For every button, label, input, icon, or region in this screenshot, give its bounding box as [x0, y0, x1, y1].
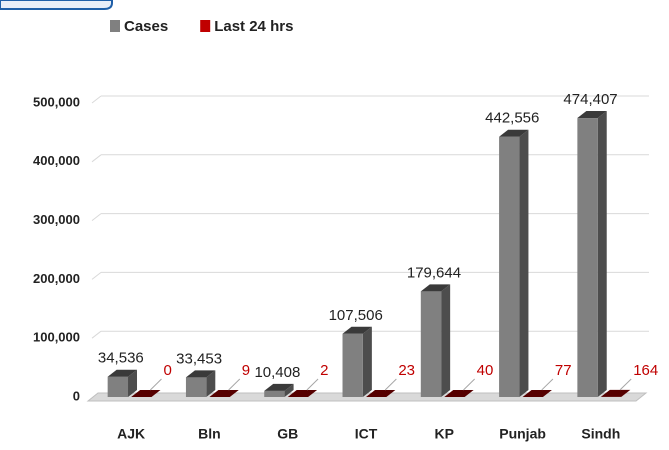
leader-line [384, 378, 397, 391]
leader-line [541, 378, 554, 391]
bar-front [420, 291, 442, 397]
bar-top [209, 389, 239, 397]
leader-line [463, 378, 475, 391]
value-label: 179,644 [407, 264, 461, 281]
value-label: 0 [163, 362, 171, 379]
value-label: 9 [242, 362, 250, 379]
bar-top [131, 390, 161, 397]
bar-top [499, 129, 529, 137]
value-label: 107,506 [329, 307, 383, 324]
grid-line [91, 213, 102, 221]
leader-line [228, 378, 241, 391]
header-fragment [0, 0, 113, 10]
bar [499, 129, 529, 397]
value-label: 77 [555, 362, 572, 379]
x-tick-label: KP [435, 426, 454, 442]
bar [420, 284, 451, 397]
value-label: 442,556 [485, 110, 539, 127]
value-label: 474,407 [563, 91, 617, 108]
bar-side [597, 111, 607, 398]
bar [342, 326, 372, 397]
x-tick-label: GB [277, 426, 298, 442]
bar-top [185, 370, 216, 378]
value-label: 34,536 [98, 350, 144, 367]
x-tick-label: Bln [198, 426, 221, 442]
bar-front [342, 333, 363, 397]
bar [444, 389, 474, 397]
leader-line [306, 378, 319, 391]
bar-side [441, 284, 451, 397]
bar-top [577, 111, 607, 119]
legend-label: Last 24 hrs [214, 18, 293, 35]
bar-side [206, 370, 216, 397]
value-label: 2 [320, 362, 328, 379]
bar-side [229, 389, 239, 397]
bar-side [386, 389, 396, 397]
bar-side [542, 389, 552, 397]
value-label: 40 [477, 362, 494, 379]
legend-swatch [200, 20, 211, 32]
y-tick-label: 500,000 [33, 94, 80, 109]
bar-front [499, 136, 520, 397]
bar-side [519, 129, 529, 397]
bar-top [444, 389, 474, 397]
legend-swatch [110, 20, 120, 32]
bar-side [362, 326, 372, 397]
bar [107, 369, 138, 397]
bar [522, 389, 552, 397]
grid-line [91, 95, 102, 104]
bar-front [577, 118, 598, 398]
y-tick-label: 300,000 [33, 212, 80, 227]
value-label: 164 [633, 362, 658, 379]
bar-side [464, 389, 474, 397]
bar-top [264, 383, 294, 391]
bar-top [600, 389, 631, 397]
y-tick-label: 200,000 [33, 271, 80, 286]
bar-side [128, 369, 138, 397]
bar [600, 389, 631, 397]
bar-front [107, 376, 129, 397]
leader-line [619, 378, 632, 391]
x-tick-label: Sindh [581, 426, 620, 442]
bar-top [522, 389, 552, 397]
bar-side [284, 383, 294, 397]
bar-side [308, 389, 318, 397]
grid-line [91, 272, 102, 280]
value-label: 10,408 [254, 364, 300, 381]
bar-front [264, 390, 285, 397]
y-tick-label: 100,000 [33, 330, 80, 345]
value-label: 23 [398, 362, 415, 379]
bar-front [185, 377, 207, 397]
grid-line [91, 154, 102, 163]
bar-side [621, 389, 631, 397]
x-tick-label: ICT [355, 426, 378, 442]
x-tick-label: AJK [117, 426, 145, 442]
bar [264, 383, 294, 397]
bar [366, 389, 396, 397]
bar-top [366, 389, 396, 397]
bar [209, 389, 239, 397]
bar [577, 111, 607, 398]
bar-top [107, 369, 138, 377]
bar-top [420, 284, 451, 292]
y-tick-label: 0 [73, 388, 80, 403]
legend-label: Cases [124, 18, 168, 35]
value-label: 33,453 [176, 350, 222, 367]
x-tick-label: Punjab [499, 426, 546, 442]
bar [185, 370, 216, 397]
bar-top [287, 389, 318, 397]
bar-top [342, 326, 372, 334]
y-tick-label: 400,000 [33, 153, 80, 168]
grid-line [91, 330, 102, 339]
leader-line [149, 378, 162, 391]
bar [131, 390, 161, 397]
bar [287, 389, 318, 397]
